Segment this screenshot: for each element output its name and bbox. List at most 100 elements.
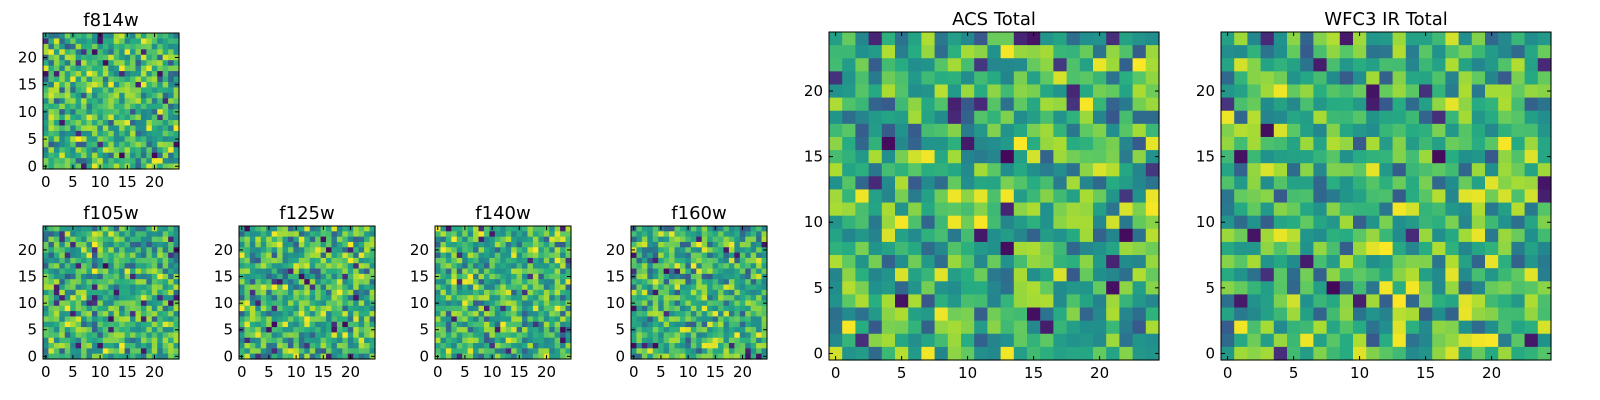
heatmap-cell xyxy=(478,353,485,360)
heatmap-cell xyxy=(260,236,267,243)
heatmap-cell xyxy=(75,252,82,259)
heatmap-cell xyxy=(1485,45,1499,59)
heatmap-cell xyxy=(511,321,518,328)
heatmap-cell xyxy=(451,257,458,264)
x-tick-label: 5 xyxy=(460,363,470,381)
heatmap-cell xyxy=(745,327,752,333)
heatmap-cell xyxy=(974,228,988,243)
heatmap-cell xyxy=(712,279,719,286)
heatmap-cell xyxy=(1379,163,1394,177)
heatmap-cell xyxy=(91,226,98,232)
heatmap-cell xyxy=(108,54,115,61)
heatmap-cell xyxy=(1511,189,1526,204)
heatmap-cell xyxy=(298,295,305,302)
heatmap-cell xyxy=(1379,150,1394,164)
heatmap-cell xyxy=(91,125,98,132)
heatmap-cell xyxy=(244,327,251,333)
heatmap-cell xyxy=(435,316,442,323)
heatmap-cell xyxy=(353,284,360,291)
heatmap-cell xyxy=(146,348,153,355)
heatmap-cell xyxy=(1066,123,1081,138)
heatmap-cell xyxy=(162,65,169,72)
heatmap-cell xyxy=(135,49,142,56)
heatmap-cell xyxy=(658,343,665,349)
heatmap-cell xyxy=(1027,97,1041,112)
heatmap-cell xyxy=(331,279,338,286)
heatmap-cell xyxy=(761,226,768,232)
heatmap-cell xyxy=(1313,346,1328,361)
heatmap-cell xyxy=(435,236,442,243)
heatmap-cell xyxy=(1053,176,1068,191)
heatmap-cell xyxy=(135,38,142,45)
heatmap-cell xyxy=(1221,307,1235,322)
heatmap-cell xyxy=(750,289,757,296)
heatmap-cell xyxy=(1353,215,1367,230)
heatmap-cell xyxy=(86,60,93,67)
heatmap-cell xyxy=(113,65,120,72)
x-tick-label: 10 xyxy=(91,363,110,381)
heatmap-cell xyxy=(1366,189,1380,204)
heatmap-cell xyxy=(855,32,870,46)
heatmap-cell xyxy=(829,71,843,86)
heatmap-cell xyxy=(674,332,681,339)
heatmap-cell xyxy=(146,98,153,105)
heatmap-cell xyxy=(1419,123,1433,138)
heatmap-cell xyxy=(549,295,556,302)
heatmap-cell xyxy=(511,257,518,264)
heatmap-cell xyxy=(326,284,333,291)
heatmap-cell xyxy=(358,311,365,318)
heatmap-cell xyxy=(146,305,153,312)
heatmap-cell xyxy=(440,321,447,328)
heatmap-cell xyxy=(239,284,246,291)
heatmap-cell xyxy=(908,71,922,86)
heatmap-cell xyxy=(331,343,338,349)
heatmap-cell xyxy=(641,353,648,360)
heatmap-cell xyxy=(1537,346,1552,361)
heatmap-cell xyxy=(1326,84,1341,99)
heatmap-cell xyxy=(53,311,60,318)
heatmap-cell xyxy=(554,332,561,339)
heatmap-cell xyxy=(527,316,534,323)
heatmap-cell xyxy=(1027,307,1041,322)
heatmap-cell xyxy=(1471,150,1486,164)
heatmap-cell xyxy=(658,300,665,307)
heatmap-cell xyxy=(855,84,870,99)
heatmap-cell xyxy=(467,279,474,286)
heatmap-cell xyxy=(707,241,714,248)
heatmap-cell xyxy=(718,332,725,339)
heatmap-cell xyxy=(1339,346,1354,361)
heatmap-cell xyxy=(527,289,534,296)
heatmap-cell xyxy=(168,273,175,280)
heatmap-cell xyxy=(745,321,752,328)
heatmap-cell xyxy=(440,289,447,296)
heatmap-cell xyxy=(647,353,654,360)
heatmap-cell xyxy=(309,241,316,248)
heatmap-cell xyxy=(91,71,98,78)
heatmap-cell xyxy=(500,252,507,259)
heatmap-cell xyxy=(277,305,284,312)
heatmap-cell xyxy=(701,268,708,275)
heatmap-cell xyxy=(895,71,909,86)
heatmap-cell xyxy=(282,247,289,254)
heatmap-cell xyxy=(1053,268,1068,282)
heatmap-cell xyxy=(293,332,300,339)
heatmap-cell xyxy=(1013,71,1028,86)
heatmap-cell xyxy=(483,231,490,238)
heatmap-cell xyxy=(260,337,267,344)
heatmap-cell xyxy=(75,343,82,349)
heatmap-cell xyxy=(1313,320,1328,335)
heatmap-cell xyxy=(728,327,735,333)
heatmap-cell xyxy=(298,273,305,280)
heatmap-cell xyxy=(1458,189,1473,204)
heatmap-cell xyxy=(756,289,763,296)
heatmap-cell xyxy=(1445,71,1460,86)
heatmap-cell xyxy=(1260,215,1275,230)
heatmap-cell xyxy=(81,295,88,302)
heatmap-cell xyxy=(1524,150,1539,164)
heatmap-cell xyxy=(456,337,463,344)
heatmap-cell xyxy=(947,333,962,348)
heatmap-cell xyxy=(249,247,256,254)
heatmap-cell xyxy=(168,76,175,83)
heatmap-cell xyxy=(1145,150,1160,164)
heatmap-cell xyxy=(1013,110,1028,125)
